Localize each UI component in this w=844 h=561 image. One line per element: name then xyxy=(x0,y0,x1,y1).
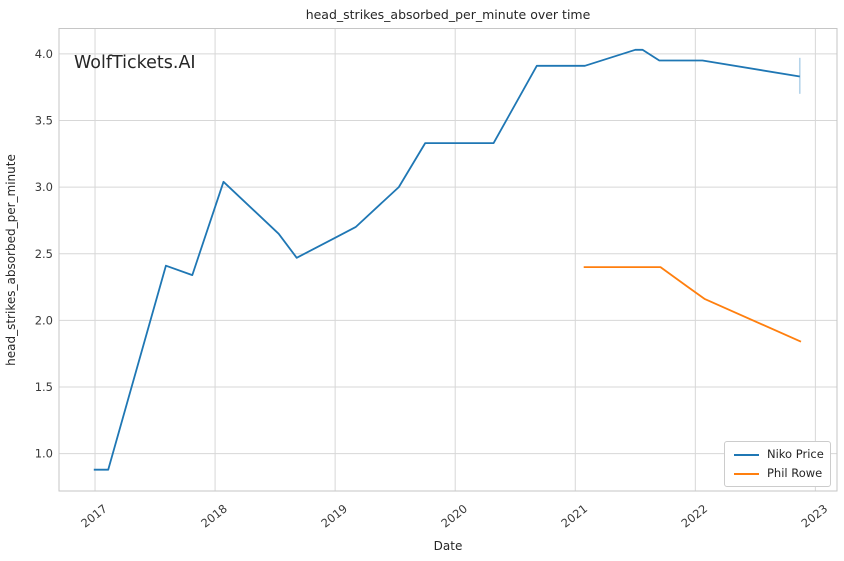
series-line-niko-price xyxy=(93,48,800,471)
y-tick-label-4.0: 4.0 xyxy=(35,47,53,61)
y-tick-label-1.5: 1.5 xyxy=(35,380,53,394)
y-tick-label-3.5: 3.5 xyxy=(35,113,53,127)
x-tick-labels: 2017 2018 2019 2020 2021 2022 2023 xyxy=(78,501,830,530)
y-tick-labels: 1.0 1.5 2.0 2.5 3.0 3.5 4.0 xyxy=(35,47,53,461)
x-tick-label-2018: 2018 xyxy=(198,501,230,530)
y-tick-label-2.5: 2.5 xyxy=(35,247,53,261)
x-tick-label-2022: 2022 xyxy=(678,501,710,530)
x-tick-label-2021: 2021 xyxy=(558,501,590,530)
legend-item-phil-rowe: Phil Rowe xyxy=(734,467,822,480)
y-axis-label: head_strikes_absorbed_per_minute xyxy=(4,154,18,366)
x-tick-label-2020: 2020 xyxy=(438,501,470,530)
x-tick-label-2019: 2019 xyxy=(318,501,350,530)
y-tick-label-1.0: 1.0 xyxy=(35,447,53,461)
y-tick-label-2.0: 2.0 xyxy=(35,313,53,327)
x-tick-label-2023: 2023 xyxy=(799,501,831,530)
legend-line-sample-phil-rowe xyxy=(734,472,759,475)
legend-line-sample-niko-price xyxy=(734,453,759,456)
watermark: WolfTickets.AI xyxy=(74,53,196,73)
x-axis-label: Date xyxy=(434,539,463,553)
x-tick-label-2017: 2017 xyxy=(78,501,110,530)
series-lines xyxy=(93,48,802,471)
chart-legend: Niko Price Phil Rowe xyxy=(724,441,831,487)
legend-item-niko-price: Niko Price xyxy=(734,447,824,461)
grid-lines xyxy=(59,28,837,491)
legend-label-phil-rowe: Phil Rowe xyxy=(767,466,823,480)
y-tick-label-3.0: 3.0 xyxy=(35,180,53,194)
plot-border xyxy=(58,28,838,492)
series-line-phil-rowe xyxy=(583,266,802,343)
legend-label-niko-price: Niko Price xyxy=(767,447,824,461)
chart-title: head_strikes_absorbed_per_minute over ti… xyxy=(306,7,591,22)
